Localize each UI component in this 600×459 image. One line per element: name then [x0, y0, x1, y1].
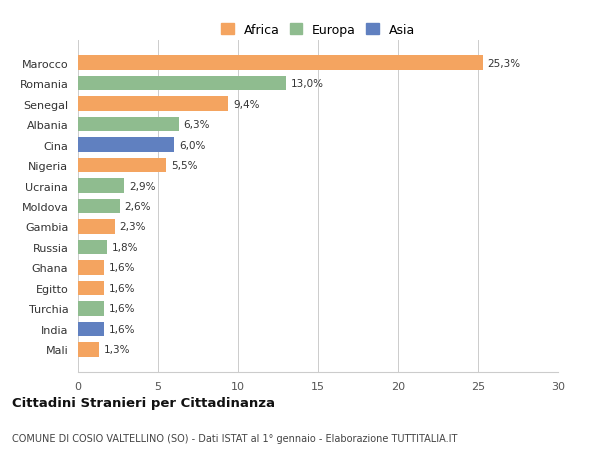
- Text: 1,6%: 1,6%: [109, 263, 135, 273]
- Bar: [78, 118, 179, 132]
- Text: 2,6%: 2,6%: [124, 202, 151, 212]
- Bar: [78, 158, 166, 173]
- Bar: [78, 261, 104, 275]
- Bar: [78, 240, 107, 255]
- Text: 5,5%: 5,5%: [171, 161, 197, 171]
- Bar: [78, 342, 99, 357]
- Bar: [78, 179, 124, 193]
- Text: 1,6%: 1,6%: [109, 304, 135, 314]
- Text: 6,0%: 6,0%: [179, 140, 205, 150]
- Bar: [78, 138, 174, 152]
- Bar: [78, 199, 119, 214]
- Text: 2,3%: 2,3%: [119, 222, 146, 232]
- Bar: [78, 302, 104, 316]
- Text: 25,3%: 25,3%: [488, 58, 521, 68]
- Bar: [78, 220, 115, 234]
- Text: 13,0%: 13,0%: [291, 79, 324, 89]
- Text: 1,6%: 1,6%: [109, 324, 135, 334]
- Bar: [78, 97, 229, 112]
- Text: 9,4%: 9,4%: [233, 99, 260, 109]
- Text: 1,8%: 1,8%: [112, 242, 138, 252]
- Bar: [78, 56, 483, 71]
- Text: Cittadini Stranieri per Cittadinanza: Cittadini Stranieri per Cittadinanza: [12, 396, 275, 409]
- Text: 1,3%: 1,3%: [104, 345, 130, 355]
- Bar: [78, 281, 104, 296]
- Text: 2,9%: 2,9%: [129, 181, 156, 191]
- Bar: [78, 77, 286, 91]
- Text: COMUNE DI COSIO VALTELLINO (SO) - Dati ISTAT al 1° gennaio - Elaborazione TUTTIT: COMUNE DI COSIO VALTELLINO (SO) - Dati I…: [12, 433, 457, 442]
- Text: 6,3%: 6,3%: [184, 120, 210, 130]
- Text: 1,6%: 1,6%: [109, 283, 135, 293]
- Bar: [78, 322, 104, 336]
- Legend: Africa, Europa, Asia: Africa, Europa, Asia: [218, 20, 419, 40]
